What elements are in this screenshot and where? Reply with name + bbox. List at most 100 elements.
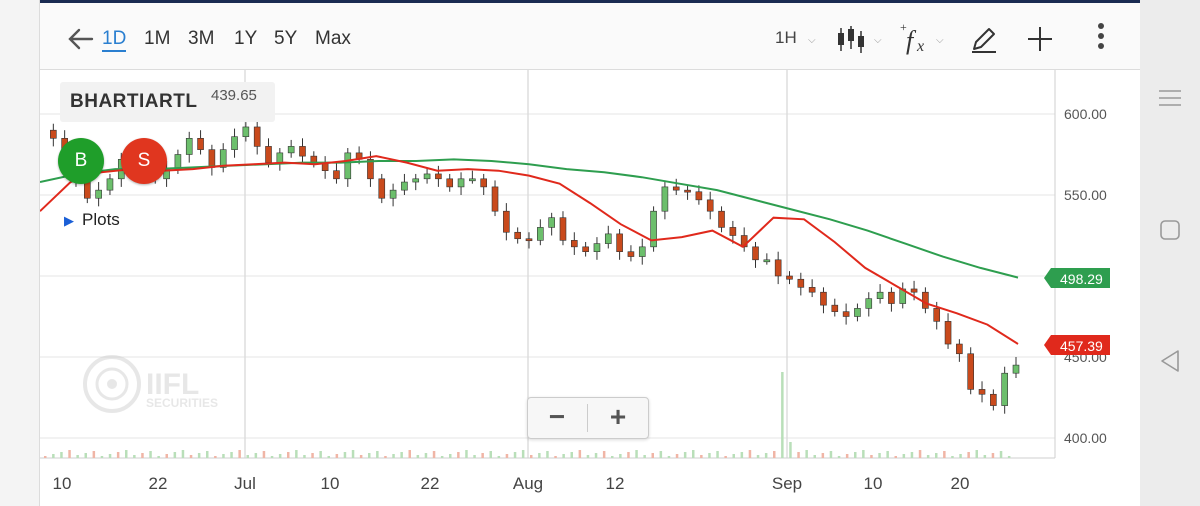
candle-body [729,227,737,236]
volume-bar [700,455,703,458]
candle-body [752,246,759,261]
square-home-icon[interactable] [1158,218,1182,242]
volume-bar [748,450,752,458]
sell-button[interactable]: S [121,138,167,184]
candle-body [469,178,476,182]
y-tick-label: 600.00 [1064,106,1107,122]
candle-body [95,189,102,199]
candle-body [922,291,929,309]
pencil-draw-icon[interactable] [968,25,998,55]
volume-bar [92,451,96,458]
candle-body [910,288,918,293]
candle-body [231,136,238,150]
candle-body [412,178,420,183]
plus-crosshair-icon[interactable] [1026,25,1054,53]
volume-bar [416,455,420,458]
indicator-fx-icon[interactable]: + f x [898,21,934,57]
candle-body [1012,364,1020,374]
candle-body [695,191,703,201]
volume-bar [392,454,395,458]
volume-bar [473,455,476,458]
candle-body [616,233,623,253]
app: 1D 1M 3M 1Y 5Y Max 1H ⌵ ⌵ + f x ⌵ [0,0,1140,506]
volume-bar [870,455,873,458]
volume-bar [675,454,679,458]
x-tick-label: 20 [951,474,970,493]
candle-body [299,146,306,157]
more-vertical-icon[interactable] [1094,21,1108,53]
x-tick-label: 12 [606,474,625,493]
volume-bar [465,450,468,458]
left-toolbar-strip [0,0,40,506]
range-3m[interactable]: 3M [188,28,215,49]
volume-bar [667,456,671,458]
candle-body [797,278,805,288]
plots-toggle[interactable]: ▶ Plots [64,210,120,230]
ticker-label[interactable]: BHARTIARTL 439.65 [60,82,275,122]
volume-bar [513,452,517,458]
candle-body [820,291,827,306]
candle-body [718,210,725,228]
zoom-in-button[interactable]: + [609,401,627,432]
volume-bar [76,455,79,458]
volume-bar [935,453,938,458]
volume-bar [400,452,403,458]
volume-bar [578,450,582,458]
volume-bar [764,453,768,458]
range-1m[interactable]: 1M [144,28,171,49]
volume-bar [894,456,897,458]
candle-body [435,173,442,180]
candle-body [253,126,261,147]
candle-body [242,126,250,137]
volume-bar [619,454,622,458]
volume-bar [432,451,436,458]
svg-text:x: x [916,38,924,55]
volume-bar [335,454,339,458]
ticker-price: 439.65 [211,87,257,104]
volume-bar [910,452,914,458]
range-1d[interactable]: 1D [102,28,127,52]
volume-bar [343,452,347,458]
y-tick-label: 400.00 [1064,430,1107,446]
range-5y[interactable]: 5Y [274,28,298,49]
candle-body [491,186,499,212]
volume-bar [165,454,168,458]
volume-bar [716,451,719,458]
volume-bar [878,453,881,458]
volume-bar [724,456,727,458]
candle-body [219,149,227,168]
candle-body [763,259,771,263]
candle-body [185,138,193,155]
candle-body [638,246,646,257]
candlestick-icon[interactable] [836,23,868,55]
watermark-sub: SECURITIES [146,396,218,410]
volume-bar [789,442,792,458]
candle-body [480,178,487,188]
candle-body [888,291,895,304]
triangle-back-icon[interactable] [1158,348,1182,374]
candle-body [559,217,567,241]
zoom-out-button[interactable]: − [548,401,566,432]
candle-body [661,186,669,212]
range-max[interactable]: Max [315,28,351,49]
menu-icon[interactable] [1157,88,1183,108]
x-tick-label: Aug [513,474,543,493]
interval-selector[interactable]: 1H [775,28,797,47]
volume-bar [999,451,1003,458]
candle-body [276,152,284,163]
candle-body [582,246,589,252]
back-arrow-icon[interactable] [66,27,94,51]
candle-body [265,146,272,163]
candle-body [650,210,657,248]
candle-body [344,152,352,180]
volume-bar [408,450,411,458]
range-1y[interactable]: 1Y [234,28,258,49]
price-chart[interactable]: IIFL SECURITIES 600.00550.00450.00400.00… [40,70,1140,506]
volume-bar [457,452,460,458]
volume-bar [659,451,663,458]
candle-body [627,251,635,257]
buy-button[interactable]: B [58,138,104,184]
volume-bar [756,455,760,458]
volume-bar [708,453,711,458]
